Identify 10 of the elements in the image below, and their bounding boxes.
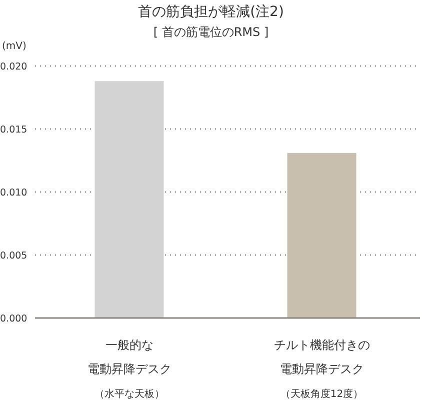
y-axis-title: (mV) bbox=[2, 41, 26, 52]
y-tick-label: 0.010 bbox=[0, 188, 28, 198]
x-tick-label: 一般的な電動昇降デスク（水平な天板） bbox=[87, 338, 172, 400]
chart-subtitle: [ 首の筋電位のRMS ] bbox=[153, 25, 269, 39]
y-tick-label: 0.020 bbox=[0, 62, 28, 72]
y-tick-label: 0.005 bbox=[0, 250, 28, 262]
chart-title: 首の筋負担が軽減(注2) bbox=[138, 4, 284, 20]
y-tick-label: 0.000 bbox=[0, 314, 28, 324]
y-tick-label: 0.015 bbox=[0, 124, 28, 136]
x-tick-label: チルト機能付きの電動昇降デスク（天板角度12度） bbox=[274, 338, 370, 400]
